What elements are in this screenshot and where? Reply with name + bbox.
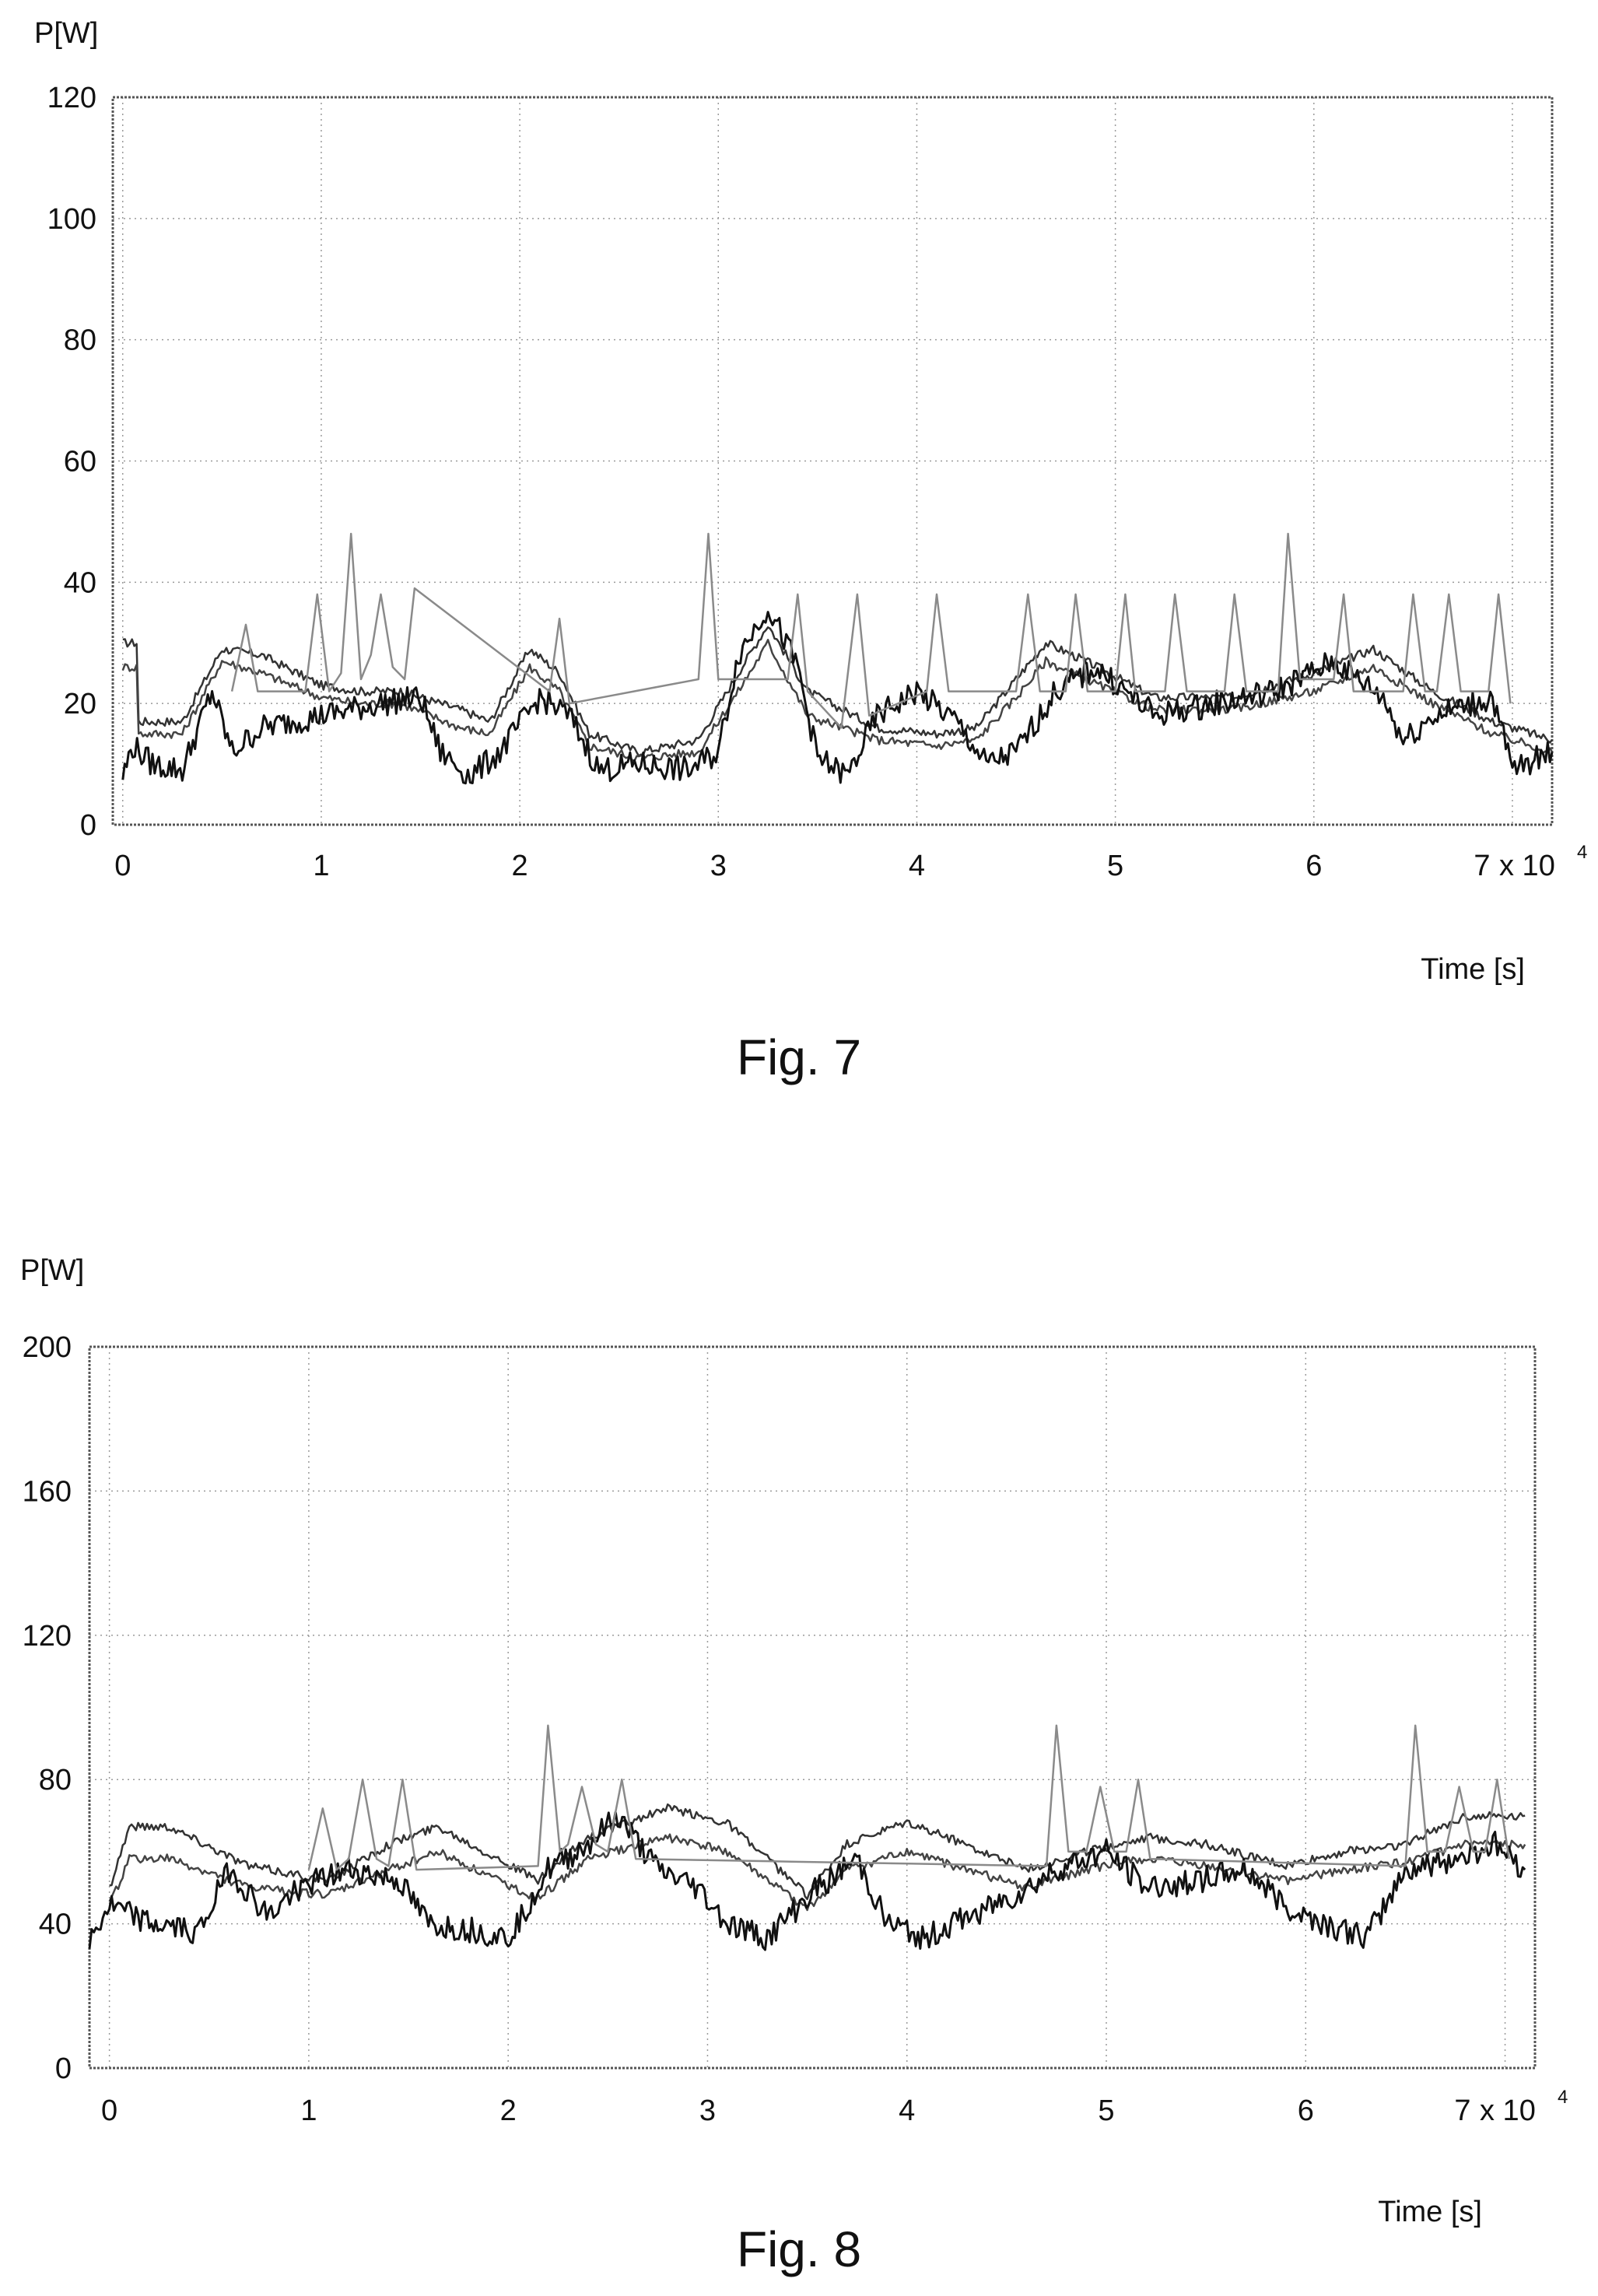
- grid: [113, 97, 1552, 825]
- plot-frame: [88, 1345, 1537, 2070]
- x-tick-label: 0: [114, 850, 131, 882]
- fig7-x-axis-label: Time [s]: [1421, 953, 1525, 986]
- chart-fig-7: P[W] Time [s] Fig. 7 0 20 40 60 80 100 120 0 1 2 3…: [34, 17, 1587, 1085]
- chart-fig-8: P[W] Time [s] Fig. 8 0 40 80 120 160 200 0 1 2 3 4…: [20, 1254, 1568, 2277]
- fig7-caption: Fig. 7: [737, 1029, 861, 1085]
- x-tick-label: 4: [899, 2094, 915, 2127]
- y-tick-label: 100: [47, 203, 96, 236]
- x-tick-label: 3: [699, 2094, 716, 2127]
- x-multiplier-label: x 10: [1499, 850, 1555, 882]
- y-tick-label: 20: [64, 688, 96, 720]
- series-line: [88, 1811, 1526, 1951]
- x-tick-label: 3: [710, 850, 727, 882]
- y-tick-label: 0: [55, 2052, 72, 2085]
- x-tick-label: 1: [313, 850, 329, 882]
- grid: [89, 1347, 1535, 2068]
- x-tick-label: 0: [101, 2094, 117, 2127]
- series-line: [121, 611, 1554, 785]
- x-tick-label: 7: [1474, 850, 1490, 882]
- x-multiplier-exponent: 4: [1577, 842, 1587, 863]
- series-line: [230, 532, 1512, 729]
- series-line: [108, 1833, 1526, 1912]
- y-tick-label: 40: [64, 566, 96, 599]
- y-tick-label: 80: [64, 324, 96, 357]
- series-line: [121, 639, 1554, 762]
- x-tick-label: 2: [512, 850, 528, 882]
- plot-frame: [111, 96, 1554, 826]
- y-tick-label: 120: [47, 82, 96, 114]
- x-multiplier-exponent: 4: [1558, 2087, 1568, 2108]
- y-tick-label: 40: [39, 1909, 72, 1941]
- x-tick-label: 6: [1298, 2094, 1314, 2127]
- x-tick-label: 1: [300, 2094, 317, 2127]
- x-multiplier-label: x 10: [1480, 2094, 1536, 2127]
- x-tick-label: 2: [500, 2094, 517, 2127]
- y-tick-label: 0: [80, 809, 96, 842]
- x-tick-label: 7: [1454, 2094, 1470, 2127]
- y-tick-label: 160: [23, 1475, 72, 1508]
- x-tick-label: 5: [1098, 2094, 1114, 2127]
- y-tick-label: 200: [23, 1331, 72, 1364]
- y-tick-label: 120: [23, 1620, 72, 1653]
- fig7-y-axis-label: P[W]: [34, 17, 98, 50]
- y-tick-label: 60: [64, 446, 96, 478]
- fig8-y-axis-label: P[W]: [20, 1254, 84, 1287]
- x-tick-label: 4: [909, 850, 925, 882]
- fig8-x-axis-label: Time [s]: [1378, 2196, 1482, 2228]
- fig8-caption: Fig. 8: [737, 2221, 861, 2277]
- x-tick-label: 6: [1305, 850, 1322, 882]
- series-line: [122, 626, 1553, 757]
- x-tick-label: 5: [1107, 850, 1123, 882]
- series-line: [307, 1724, 1510, 1871]
- y-tick-label: 80: [39, 1764, 72, 1796]
